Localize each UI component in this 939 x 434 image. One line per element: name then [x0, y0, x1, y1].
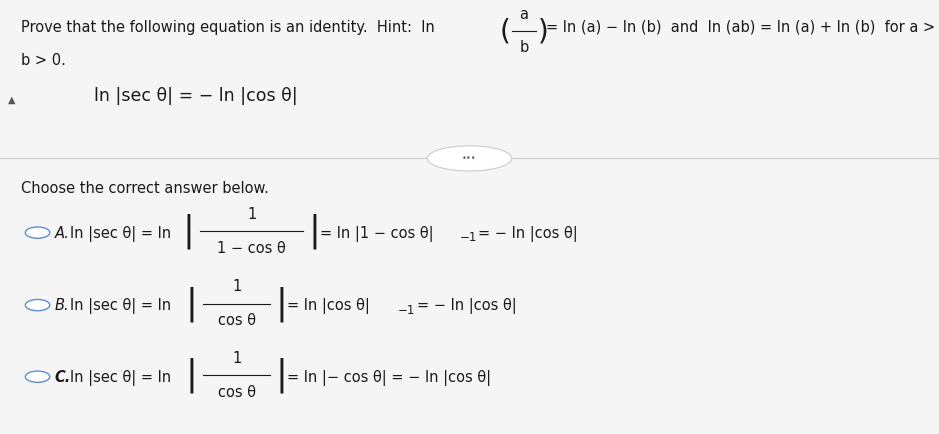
Text: = ln |cos θ|: = ln |cos θ| — [287, 298, 370, 314]
Circle shape — [25, 371, 50, 382]
Text: Choose the correct answer below.: Choose the correct answer below. — [21, 181, 269, 197]
Text: 1 − cos θ: 1 − cos θ — [217, 241, 286, 256]
Text: = − ln |cos θ|: = − ln |cos θ| — [417, 298, 516, 314]
Circle shape — [25, 227, 50, 238]
Text: |: | — [276, 358, 287, 393]
Text: Prove that the following equation is an identity.  Hint:  ln: Prove that the following equation is an … — [21, 20, 435, 35]
Text: (: ( — [500, 17, 511, 45]
Text: •••: ••• — [462, 154, 477, 163]
Text: −1: −1 — [398, 304, 416, 317]
Text: = ln |− cos θ| = − ln |cos θ|: = ln |− cos θ| = − ln |cos θ| — [287, 370, 491, 386]
Text: cos θ: cos θ — [218, 385, 255, 400]
Text: −1: −1 — [459, 231, 477, 244]
Text: ln |sec θ| = ln: ln |sec θ| = ln — [70, 370, 172, 386]
Text: A.: A. — [54, 226, 69, 241]
Text: 1: 1 — [247, 207, 256, 222]
Text: cos θ: cos θ — [218, 313, 255, 329]
Circle shape — [25, 299, 50, 311]
Text: |: | — [186, 286, 197, 322]
Text: b > 0.: b > 0. — [21, 53, 66, 68]
Text: ln |sec θ| = ln: ln |sec θ| = ln — [70, 298, 172, 314]
Text: |: | — [276, 286, 287, 322]
Text: = ln |1 − cos θ|: = ln |1 − cos θ| — [320, 226, 434, 242]
Text: ln |sec θ| = ln: ln |sec θ| = ln — [70, 226, 172, 242]
Text: a: a — [519, 7, 529, 22]
Text: |: | — [309, 214, 321, 249]
Text: = − ln |cos θ|: = − ln |cos θ| — [478, 226, 577, 242]
Text: 1: 1 — [232, 279, 241, 294]
Text: |: | — [186, 358, 197, 393]
Text: ): ) — [537, 17, 548, 45]
Text: |: | — [182, 214, 194, 249]
Text: ln |sec θ| = − ln |cos θ|: ln |sec θ| = − ln |cos θ| — [94, 87, 298, 105]
Text: C.: C. — [54, 370, 70, 385]
Ellipse shape — [427, 146, 512, 171]
Text: = ln (a) − ln (b)  and  ln (ab) = ln (a) + ln (b)  for a > 0  and: = ln (a) − ln (b) and ln (ab) = ln (a) +… — [546, 20, 939, 35]
Text: b: b — [519, 40, 529, 56]
Text: ▲: ▲ — [8, 95, 15, 105]
Text: 1: 1 — [232, 351, 241, 366]
Text: B.: B. — [54, 298, 69, 313]
